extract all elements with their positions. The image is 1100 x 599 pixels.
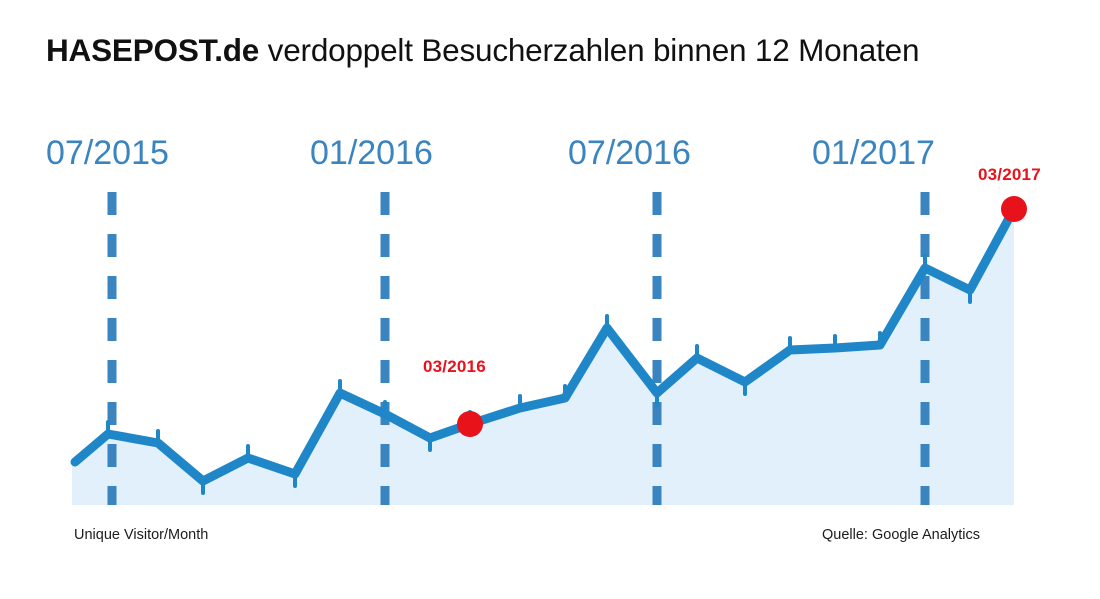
chart-line-series <box>70 204 1019 495</box>
period-label-07-2016: 07/2016 <box>568 134 691 172</box>
highlight-dot-03-2017 <box>1001 196 1027 222</box>
series-line <box>70 204 1019 486</box>
area-fill-shape <box>72 209 1014 505</box>
period-label-01-2016: 01/2016 <box>310 134 433 172</box>
footnote-metric: Unique Visitor/Month <box>74 527 209 543</box>
highlight-dot-03-2016 <box>457 411 483 437</box>
chart-area-fill <box>72 209 1014 505</box>
highlight-label-03-2016: 03/2016 <box>423 357 486 376</box>
page-title: HASEPOST.de verdoppelt Besucherzahlen bi… <box>46 30 1066 70</box>
title-brand: HASEPOST.de <box>46 32 260 68</box>
period-label-07-2015: 07/2015 <box>46 134 169 172</box>
chart-highlight-dots <box>457 196 1027 437</box>
footnote-source: Quelle: Google Analytics <box>822 527 980 543</box>
chart-period-markers <box>107 192 930 505</box>
title-rest: verdoppelt Besucherzahlen binnen 12 Mona… <box>259 32 920 68</box>
highlight-label-03-2017: 03/2017 <box>978 165 1041 184</box>
period-label-01-2017: 01/2017 <box>812 134 935 172</box>
